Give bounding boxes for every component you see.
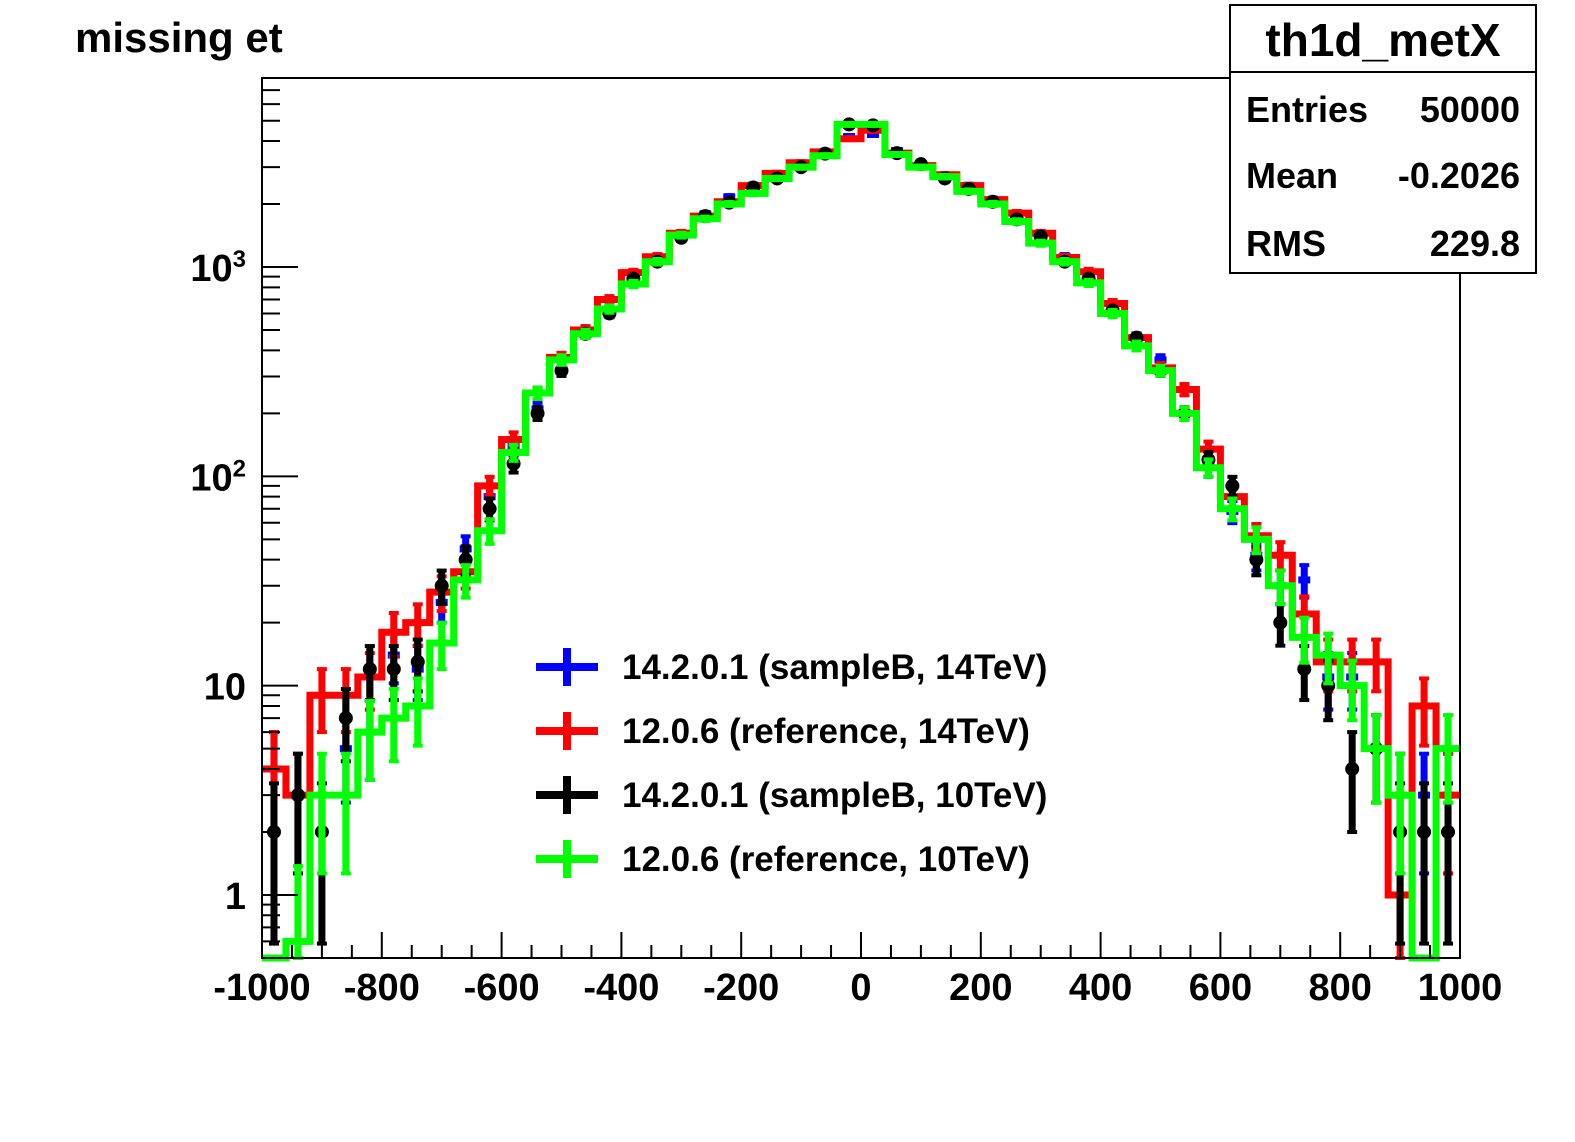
legend: 14.2.0.1 (sampleB, 14TeV) 12.0.6 (refere… — [536, 648, 1047, 879]
data-point — [1225, 478, 1240, 493]
y-tick-label: 10 — [204, 667, 246, 709]
axis-layer: -1000 -800 -600 -400 -200 0 200 400 600 800 1000 1 1… — [190, 77, 1503, 1009]
data-point — [1249, 552, 1264, 567]
data-point — [290, 788, 305, 803]
data-point — [482, 501, 497, 516]
data-point — [1417, 824, 1432, 839]
x-tick-label: 400 — [1069, 967, 1132, 1009]
data-point — [1273, 615, 1288, 630]
data-point — [530, 406, 545, 421]
x-tick-label: 0 — [850, 967, 871, 1009]
legend-label: 12.0.6 (reference, 10TeV) — [622, 840, 1030, 879]
stats-entries-value: 50000 — [1420, 89, 1520, 130]
x-tick-label: -200 — [703, 967, 779, 1009]
stats-mean-label: Mean — [1246, 155, 1338, 196]
stats-box-title: th1d_metX — [1265, 14, 1500, 66]
y-tick-label: 103 — [190, 246, 246, 290]
legend-entry-red: 12.0.6 (reference, 14TeV) — [536, 712, 1030, 751]
legend-label: 14.2.0.1 (sampleB, 10TeV) — [622, 776, 1047, 815]
x-tick-label: 600 — [1189, 967, 1252, 1009]
legend-entry-black: 14.2.0.1 (sampleB, 10TeV) — [536, 776, 1047, 815]
legend-entry-blue: 14.2.0.1 (sampleB, 14TeV) — [536, 648, 1047, 687]
data-point — [362, 662, 377, 677]
x-tick-label: -800 — [344, 967, 420, 1009]
x-tick-label: -600 — [464, 967, 540, 1009]
stats-box: th1d_metX Entries 50000 Mean -0.2026 RMS… — [1229, 4, 1537, 274]
legend-label: 14.2.0.1 (sampleB, 14TeV) — [622, 648, 1047, 687]
data-point — [1345, 761, 1360, 776]
y-tick-label: 102 — [190, 455, 246, 499]
stats-rms-label: RMS — [1246, 223, 1326, 264]
x-tick-label: -1000 — [213, 967, 310, 1009]
data-point — [434, 578, 449, 593]
legend-label: 12.0.6 (reference, 14TeV) — [622, 712, 1030, 751]
legend-entry-green: 12.0.6 (reference, 10TeV) — [536, 840, 1030, 879]
x-tick-label: 200 — [949, 967, 1012, 1009]
series-layer — [262, 117, 1460, 962]
stats-mean-value: -0.2026 — [1398, 155, 1520, 196]
y-tick-label: 1 — [225, 876, 246, 918]
stats-box-frame — [1229, 4, 1537, 274]
data-point — [338, 711, 353, 726]
x-tick-label: 800 — [1308, 967, 1371, 1009]
data-point — [1441, 824, 1456, 839]
data-point — [554, 363, 569, 378]
chart-title: missing et — [75, 14, 283, 61]
x-tick-label: -400 — [583, 967, 659, 1009]
stats-rms-value: 229.8 — [1430, 223, 1520, 264]
data-point — [410, 654, 425, 669]
data-point — [386, 662, 401, 677]
series-3 — [262, 120, 1460, 962]
data-point — [1297, 662, 1312, 677]
x-tick-label: 1000 — [1418, 967, 1503, 1009]
stats-entries-label: Entries — [1246, 89, 1368, 130]
